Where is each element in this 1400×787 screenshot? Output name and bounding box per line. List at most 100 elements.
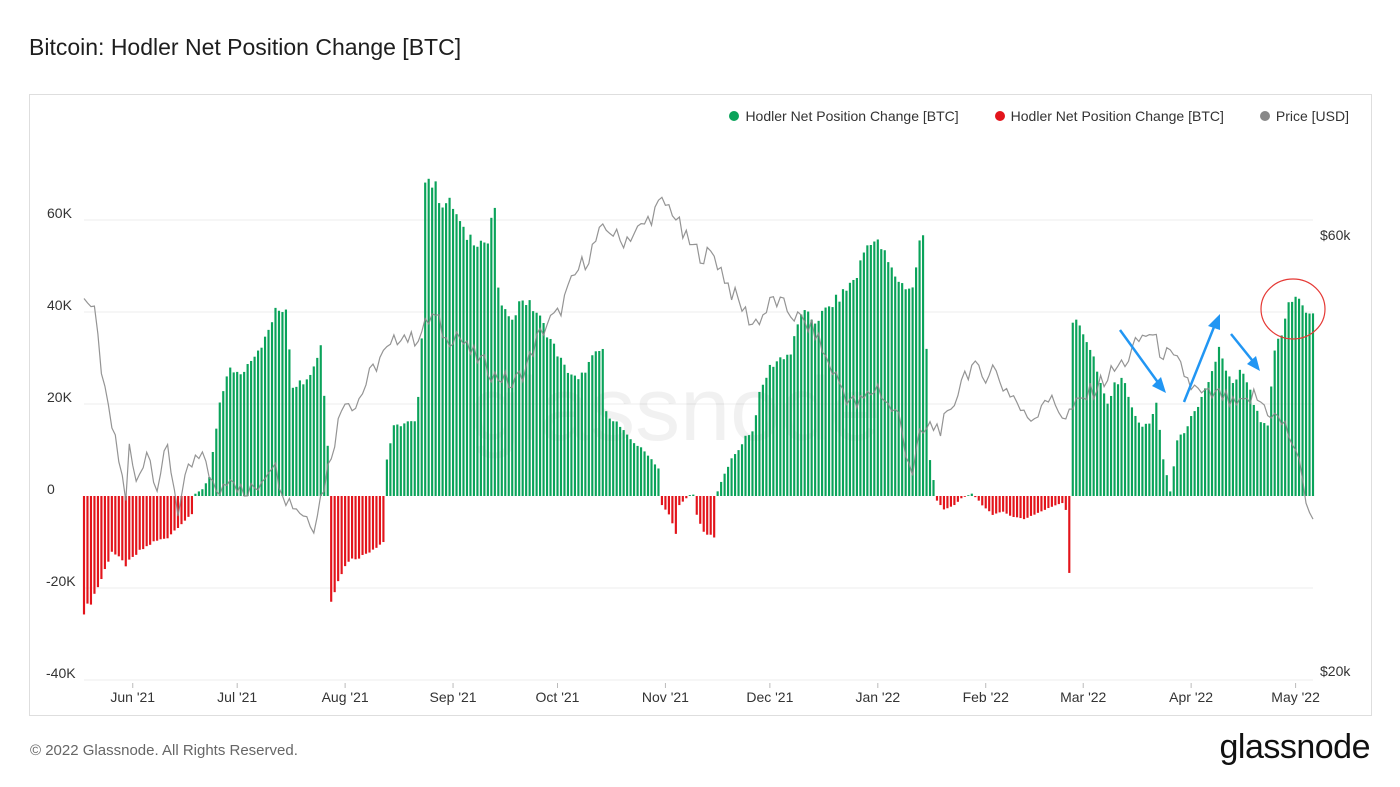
bar-positive <box>298 380 301 496</box>
bar-positive <box>267 329 270 496</box>
bar-positive <box>643 451 646 496</box>
brand-logo[interactable]: glassnode <box>1219 728 1370 766</box>
bar-positive <box>873 241 876 496</box>
bar-positive <box>761 384 764 496</box>
bar-positive <box>612 421 615 496</box>
bar-positive <box>1259 422 1262 496</box>
bar-negative <box>1054 496 1057 506</box>
bar-negative <box>351 496 354 559</box>
bar-positive <box>880 249 883 496</box>
bar-positive <box>274 307 277 496</box>
legend-item-negative[interactable]: Hodler Net Position Change [BTC] <box>994 108 1224 124</box>
bar-positive <box>800 314 803 496</box>
bar-positive <box>1130 407 1134 496</box>
bar-negative <box>86 496 89 604</box>
bar-positive <box>521 300 524 496</box>
axes: 60K 40K 20K 0 -20K -40K $60k $20k Jun '21 Jul '21… <box>46 205 1351 705</box>
bar-positive <box>1308 313 1311 496</box>
bar-positive <box>284 309 288 496</box>
bar-negative <box>368 496 371 553</box>
legend-dot-grey-icon <box>1259 111 1270 121</box>
x-tick-label: Jun '21 <box>110 689 155 705</box>
bar-positive <box>1078 325 1081 496</box>
bar-positive <box>855 277 858 496</box>
bar-positive <box>222 391 225 496</box>
bar-positive <box>1287 302 1290 496</box>
bar-negative <box>159 496 162 540</box>
bar-positive <box>570 374 573 496</box>
bar-positive <box>215 428 218 496</box>
bar-positive <box>970 493 973 496</box>
bar-negative <box>371 496 375 550</box>
bar-negative <box>977 496 980 501</box>
bar-positive <box>807 311 810 496</box>
bar-positive <box>1106 403 1109 496</box>
bar-positive <box>1155 402 1158 496</box>
y-tick-label: -20K <box>46 573 76 589</box>
bar-negative <box>173 496 176 531</box>
annotation-arrowhead-icon <box>1208 314 1220 330</box>
bar-positive <box>1294 296 1297 496</box>
bar-positive <box>1304 312 1308 496</box>
bar-positive <box>451 208 455 497</box>
bar-positive <box>1092 356 1095 496</box>
bar-negative <box>1033 496 1036 515</box>
bar-positive <box>1137 422 1140 496</box>
annotations <box>1118 278 1326 403</box>
bar-negative <box>190 496 194 515</box>
bar-negative <box>981 496 984 506</box>
bar-positive <box>1217 346 1221 496</box>
bar-positive <box>622 430 625 496</box>
x-tick-label: Apr '22 <box>1169 689 1213 705</box>
bar-negative <box>939 496 942 506</box>
bar-positive <box>911 287 914 496</box>
bar-positive <box>243 371 246 496</box>
bar-positive <box>1284 318 1287 496</box>
bar-positive <box>545 337 549 496</box>
bar-positive <box>406 421 409 496</box>
bar-negative <box>375 496 378 548</box>
bar-negative <box>1002 496 1005 512</box>
bar-negative <box>1047 496 1050 509</box>
bar-positive <box>434 181 437 496</box>
bar-negative <box>1061 496 1064 504</box>
bar-positive <box>786 354 789 496</box>
bar-negative <box>685 496 688 499</box>
bar-positive <box>392 425 395 496</box>
bar-negative <box>340 496 343 575</box>
bar-negative <box>121 496 124 561</box>
bar-positive <box>921 235 925 496</box>
bar-positive <box>1273 350 1276 496</box>
legend-dot-red-icon <box>994 111 1005 121</box>
bar-negative <box>953 496 956 506</box>
legend-item-price[interactable]: Price [USD] <box>1259 108 1349 124</box>
bar-negative <box>103 496 106 570</box>
bar-positive <box>1214 361 1217 496</box>
bar-positive <box>897 281 900 496</box>
bar-positive <box>427 178 430 497</box>
annotation-arrow-up <box>1182 321 1218 403</box>
bar-negative <box>382 496 385 543</box>
bar-positive <box>270 322 274 496</box>
bar-positive <box>532 311 535 496</box>
bar-positive <box>1224 370 1228 496</box>
bar-positive <box>626 434 629 496</box>
bar-positive <box>431 187 434 496</box>
legend-item-positive[interactable]: Hodler Net Position Change [BTC] <box>729 108 959 124</box>
bar-negative <box>89 496 93 605</box>
bar-positive <box>1221 358 1224 496</box>
bar-positive <box>1270 386 1273 496</box>
bar-positive <box>236 371 239 496</box>
bar-negative <box>942 496 946 510</box>
bar-positive <box>420 338 423 496</box>
bar-positive <box>737 450 740 496</box>
bar-positive <box>218 402 221 496</box>
y-tick-label: 0 <box>47 481 55 497</box>
bar-positive <box>211 451 214 496</box>
bar-positive <box>490 217 493 496</box>
bar-positive <box>1190 416 1193 496</box>
bar-negative <box>114 496 117 555</box>
bar-positive <box>1075 319 1078 496</box>
bar-negative <box>1029 496 1033 516</box>
bar-positive <box>1245 382 1248 496</box>
